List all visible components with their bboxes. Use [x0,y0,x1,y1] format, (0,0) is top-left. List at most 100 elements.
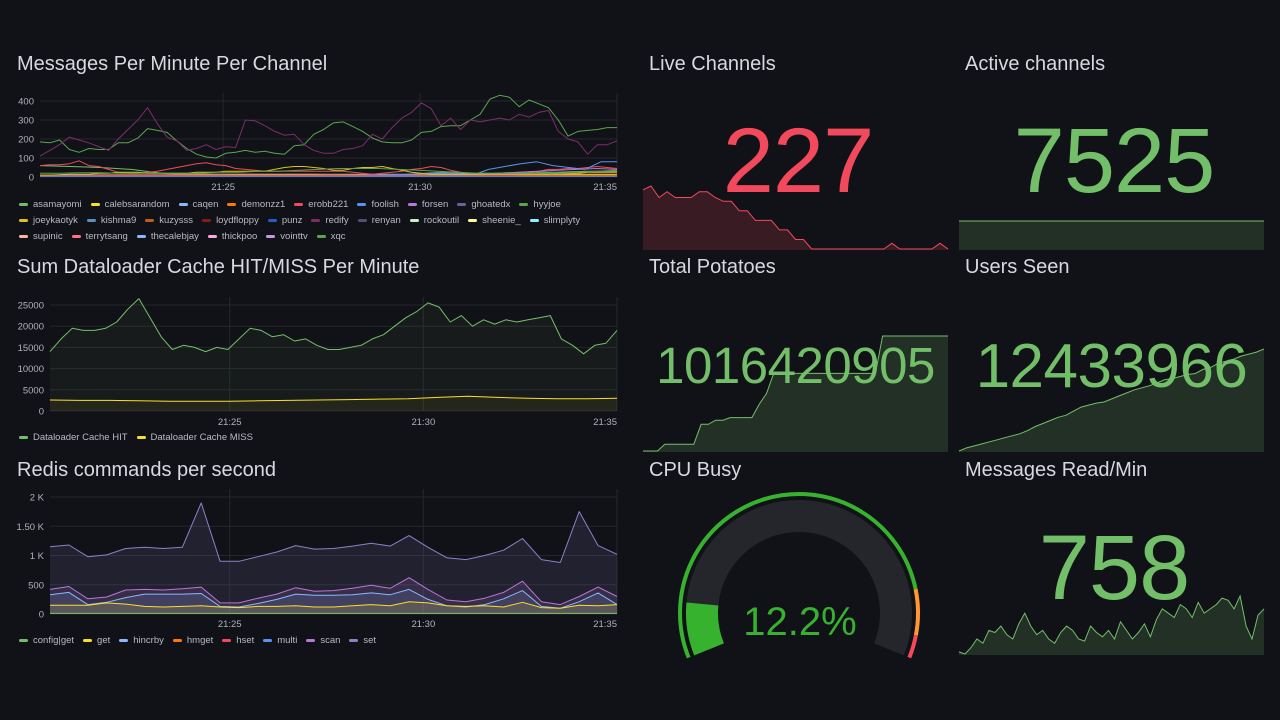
sparkline-line [958,348,1265,452]
sparkline-area [643,336,948,452]
sparkline-line [642,185,949,250]
y-tick-label: 100 [18,154,34,165]
panel-title-total-potatoes[interactable]: Total Potatoes [649,256,776,278]
active-channels-value: 7525 [1013,110,1216,212]
legend-item[interactable]: calebsarandom [90,198,170,211]
messages-chart[interactable]: 0 100 200 300 400 21:25 21:30 21:35 [10,90,630,195]
legend-item[interactable]: rockoutil [409,214,460,227]
legend-item[interactable]: erobb221 [294,198,348,211]
legend-item[interactable]: Dataloader Cache MISS [136,431,253,444]
cache-chart[interactable]: 0 5000 10000 15000 20000 25000 21:25 21:30 21:35 [10,290,630,430]
panel-title-cpu-busy[interactable]: CPU Busy [649,459,742,481]
legend-item[interactable]: forsen [407,198,448,211]
x-tick-label: 21:25 [211,182,235,193]
panel-title-users-seen[interactable]: Users Seen [965,256,1070,278]
legend-item[interactable]: hyyjoe [519,198,561,211]
legend-label: slimplyty [543,215,581,226]
x-tick-label: 21:30 [411,619,435,630]
legend-item[interactable]: punz [267,214,302,227]
redis-chart[interactable]: 0 500 1 K 1.50 K 2 K 21:25 21:30 21:35 [10,489,630,630]
cache-legend: Dataloader Cache HIT Dataloader Cache MIS… [19,431,619,444]
redis-legend: config|get get hincrby hmget hset multi scan se… [19,634,619,647]
legend-swatch-icon [529,219,539,222]
legend-swatch-icon [267,219,277,222]
panel-title-active-channels[interactable]: Active channels [965,53,1106,75]
legend-label: rockoutil [423,215,460,226]
legend-item[interactable]: vointtv [266,230,308,243]
legend-item[interactable]: joeykaotyk [19,214,78,227]
legend-label: hincrby [133,635,164,646]
legend-item[interactable]: multi [263,634,297,647]
panel-title-live-channels[interactable]: Live Channels [649,53,776,75]
legend-item[interactable]: get [83,634,110,647]
legend-swatch-icon [178,203,188,206]
legend-swatch-icon [19,436,28,439]
legend-item[interactable]: kishma9 [86,214,136,227]
legend-label: redify [325,215,349,226]
legend-item[interactable]: hset [222,634,254,647]
legend-item[interactable]: ghoatedx [457,198,510,211]
legend-item[interactable]: hincrby [119,634,164,647]
panel-title-redis[interactable]: Redis commands per second [17,459,277,481]
legend-swatch-icon [349,639,359,642]
legend-label: foolish [371,199,399,210]
panel-title-messages[interactable]: Messages Per Minute Per Channel [17,53,328,75]
sparkline-line [643,335,948,452]
legend-label: hmget [186,635,214,646]
series-line-hincrby [49,588,618,609]
legend-item[interactable]: asamayomi [19,198,82,211]
legend-swatch-icon [468,219,478,222]
legend-label: scan [320,635,341,646]
gauge-value-fill [686,602,725,656]
legend-swatch-icon [294,203,304,206]
sparkline-area [959,596,1264,655]
series-line-hyyjoe [39,94,617,159]
x-tick-label: 21:25 [218,619,242,630]
legend-swatch-icon [71,235,81,238]
legend-label: asamayomi [33,199,82,210]
legend-item[interactable]: supinic [19,230,63,243]
legend-item[interactable]: xqc [316,230,346,243]
legend-item[interactable]: scan [306,634,340,647]
series-area-Dataloader Cache HIT [50,298,617,411]
legend-item[interactable]: Dataloader Cache HIT [19,431,128,444]
legend-label: terrytsang [85,231,128,242]
legend-swatch-icon [145,219,155,222]
legend-item[interactable]: renyan [357,214,401,227]
sparkline-line [958,594,1265,655]
legend-item[interactable]: caqen [178,198,219,211]
legend-item[interactable]: redify [311,214,349,227]
series-line-xqc [40,168,618,174]
legend-label: caqen [192,199,219,210]
panel-title-cache[interactable]: Sum Dataloader Cache HIT/MISS Per Minute [17,256,420,278]
legend-item[interactable]: terrytsang [71,230,128,243]
legend-item[interactable]: config|get [19,634,74,647]
legend-label: ghoatedx [471,199,511,210]
legend-item[interactable]: thickpoo [207,230,257,243]
legend-item[interactable]: kuzysss [145,214,193,227]
legend-item[interactable]: thecalebjay [136,230,199,243]
legend-item[interactable]: foolish [357,198,399,211]
legend-item[interactable]: slimplyty [529,214,581,227]
legend-item[interactable]: sheenie_ [468,214,521,227]
total-potatoes-sparkline [643,335,948,452]
legend-label: get [97,635,111,646]
y-tick-label: 5000 [23,385,44,396]
users-seen-value: 12433966 [975,332,1248,401]
legend-item[interactable]: loydfloppy [202,214,259,227]
legend-swatch-icon [222,639,232,642]
legend-item[interactable]: hmget [172,634,214,647]
legend-item[interactable]: set [349,634,376,647]
series-area-hincrby [50,589,617,614]
legend-swatch-icon [119,639,129,642]
panel-title-messages-read[interactable]: Messages Read/Min [965,459,1148,481]
legend-label: calebsarandom [104,199,170,210]
legend-label: config|get [33,635,75,646]
series-line-Dataloader Cache MISS [49,395,618,402]
legend-item[interactable]: demonzz1 [227,198,285,211]
y-tick-label: 1.50 K [17,522,45,533]
legend-label: set [363,635,377,646]
gauge-threshold-band [907,634,918,659]
y-tick-label: 0 [39,407,44,418]
